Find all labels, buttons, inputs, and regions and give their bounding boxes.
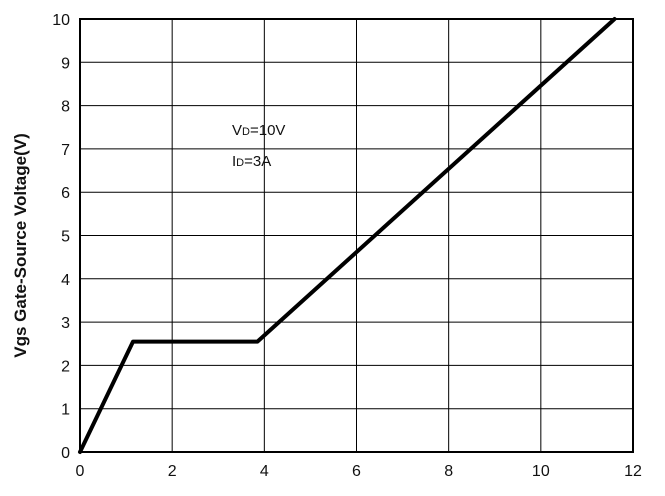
- annotation-1: ID=3A: [232, 153, 271, 170]
- x-tick-label-2: 4: [260, 463, 269, 480]
- annotation-symbol: V: [232, 122, 242, 139]
- y-tick-label-10: 10: [52, 12, 70, 29]
- y-tick-label-1: 1: [61, 402, 70, 419]
- x-tick-label-5: 10: [532, 463, 550, 480]
- grid-lines: [79, 18, 634, 453]
- annotation-0: VD=10V: [232, 122, 285, 139]
- y-tick-label-6: 6: [61, 185, 70, 202]
- y-axis-tick-labels: 0 1 2 3 4 5 6 7 8 9 10: [52, 12, 70, 462]
- y-tick-label-3: 3: [61, 315, 70, 332]
- annotation-value: =3A: [244, 153, 271, 170]
- x-tick-label-3: 6: [352, 463, 361, 480]
- y-tick-label-8: 8: [61, 99, 70, 116]
- y-tick-label-0: 0: [61, 445, 70, 462]
- y-tick-label-7: 7: [61, 142, 70, 159]
- y-tick-label-4: 4: [61, 272, 70, 289]
- x-tick-label-0: 0: [76, 463, 85, 480]
- annotation-subscript: D: [242, 126, 250, 138]
- y-axis-title: Vgs Gate-Source Voltage(V): [11, 133, 30, 358]
- y-tick-label-5: 5: [61, 229, 70, 246]
- x-axis-tick-labels: 0 2 4 6 8 10 12: [76, 463, 642, 480]
- x-tick-label-1: 2: [168, 463, 177, 480]
- annotation-value: =10V: [250, 122, 285, 139]
- series-layer: [78, 17, 617, 454]
- annotation-subscript: D: [236, 157, 244, 169]
- annotation-symbol: I: [232, 153, 236, 170]
- y-tick-label-9: 9: [61, 55, 70, 72]
- series-line-0: [78, 17, 617, 454]
- x-tick-label-6: 12: [624, 463, 642, 480]
- plot-frame: [79, 18, 634, 453]
- y-tick-label-2: 2: [61, 358, 70, 375]
- x-tick-label-4: 8: [444, 463, 453, 480]
